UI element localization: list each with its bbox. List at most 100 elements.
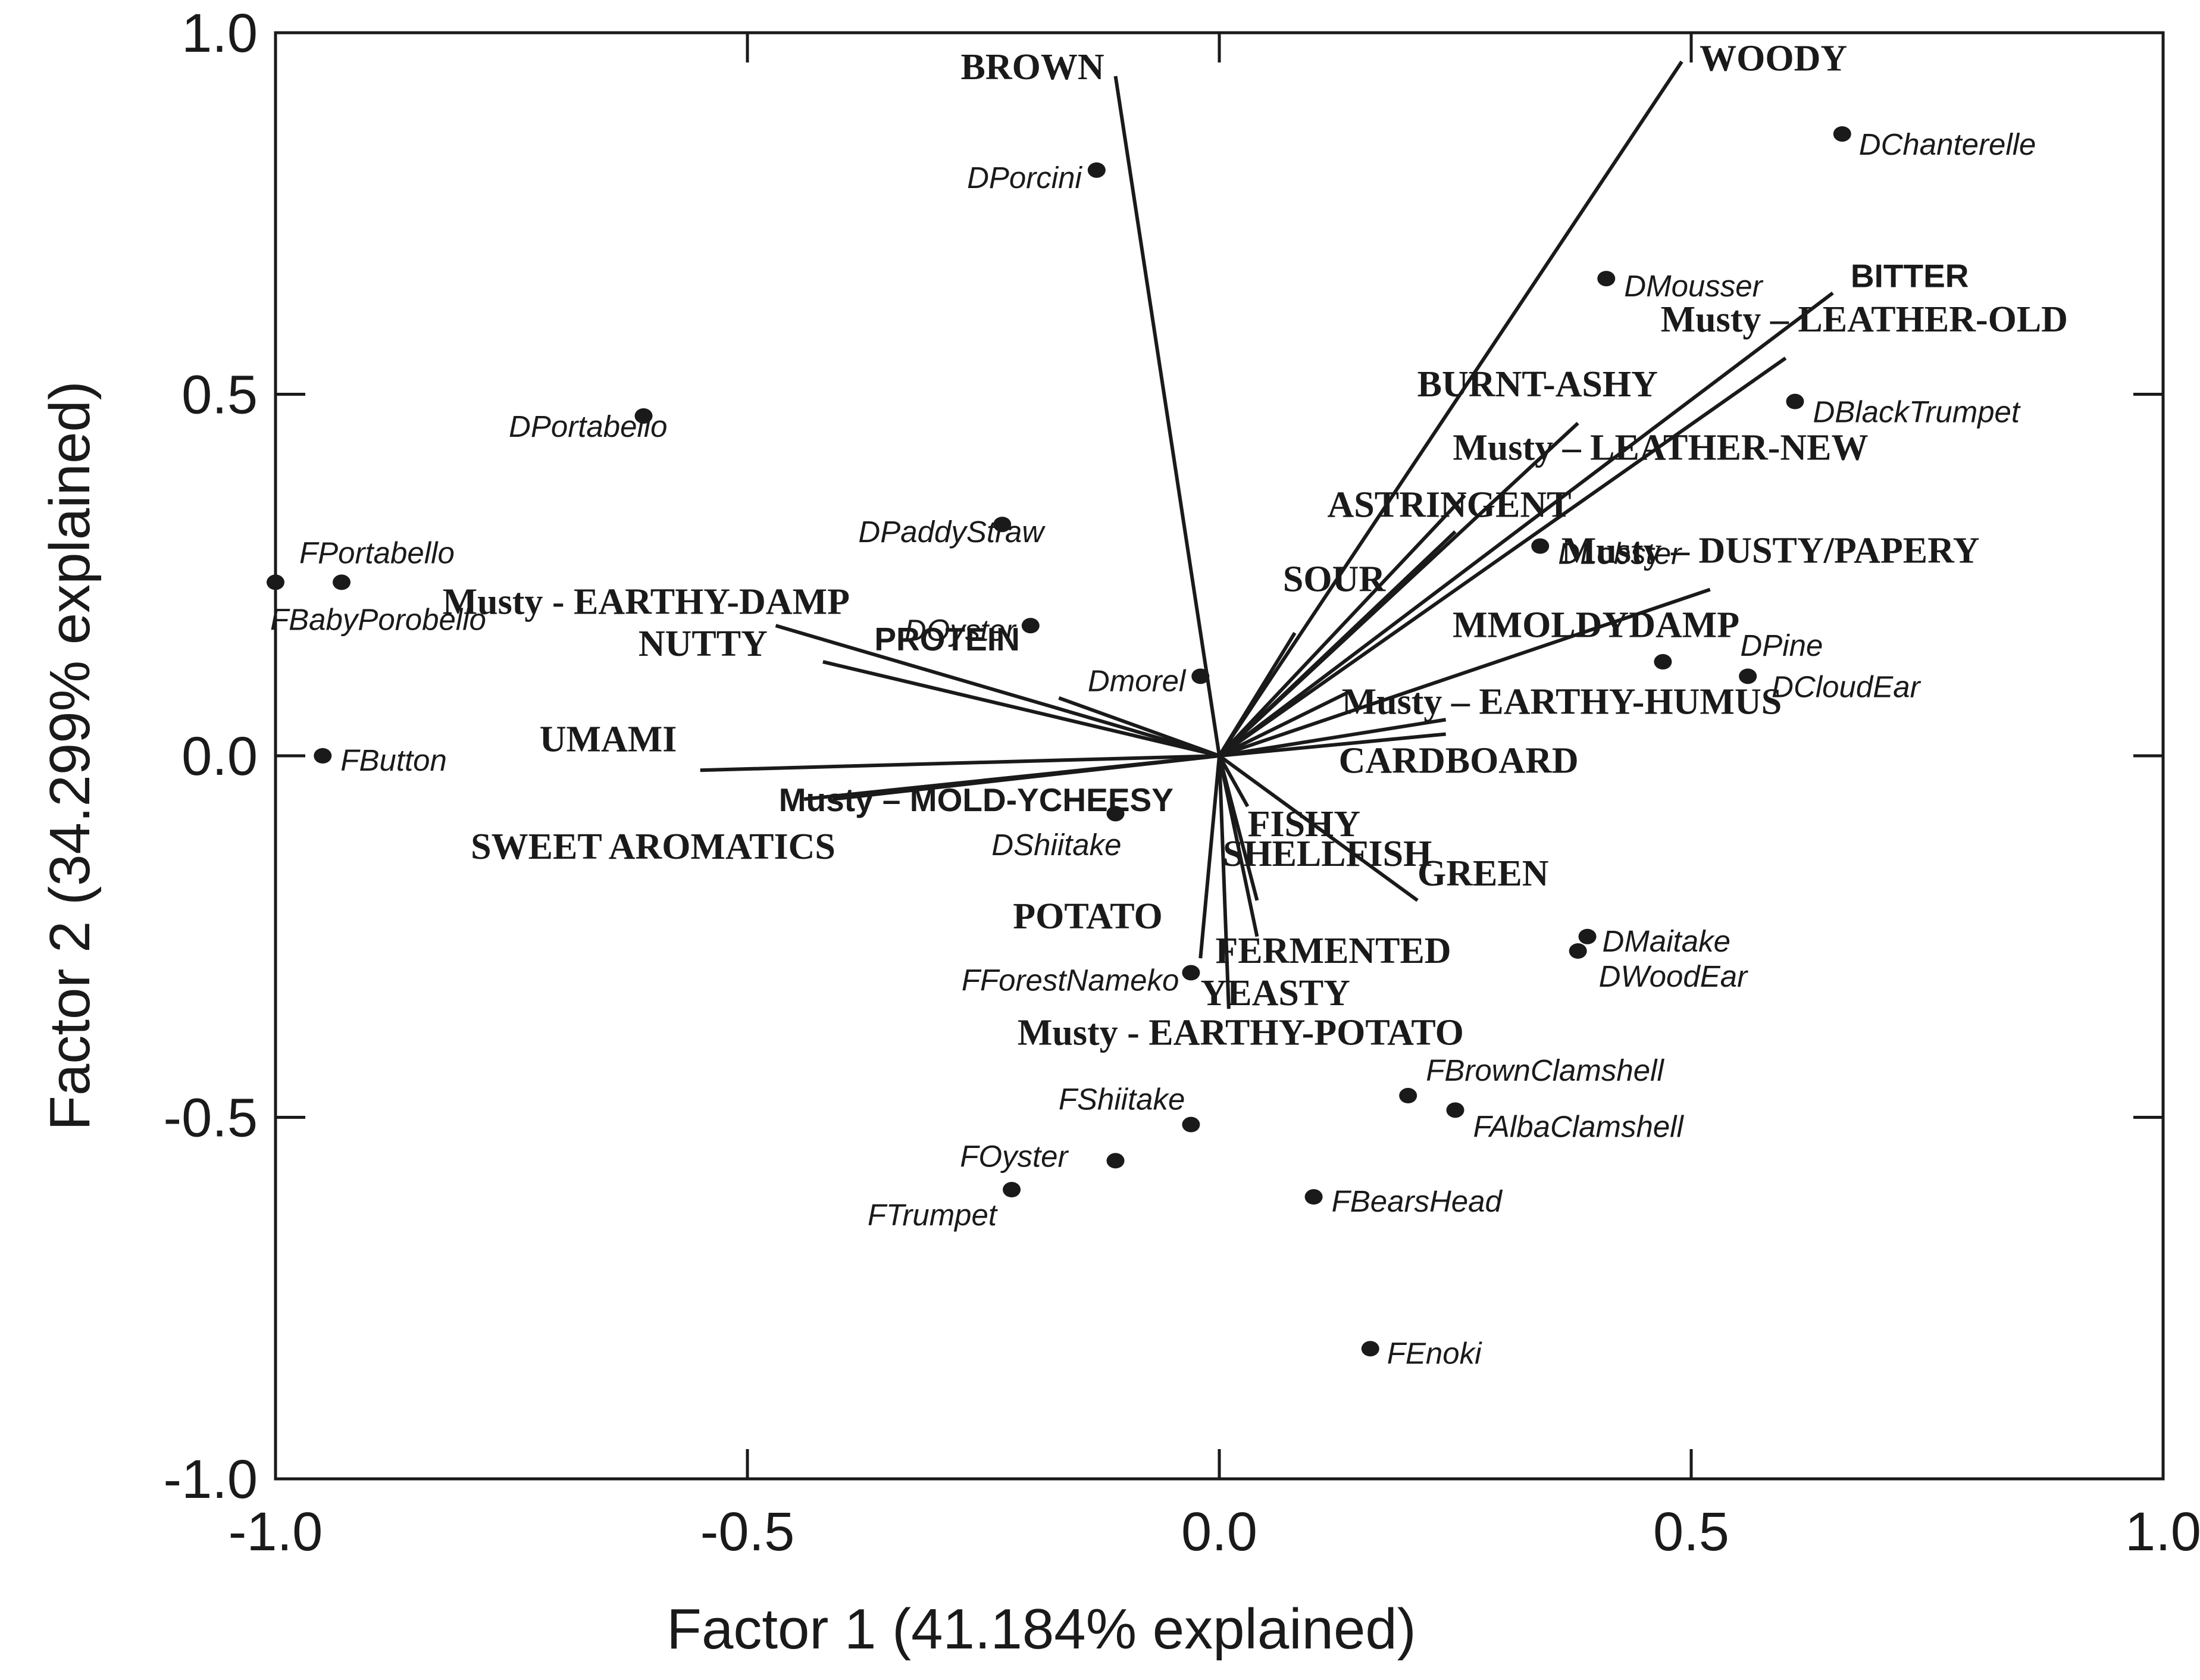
point-label-dporcini: DPorcini xyxy=(967,161,1082,195)
point-label-fshiitake: FShiitake xyxy=(1059,1083,1185,1116)
vector-line-fishy xyxy=(1218,755,1250,808)
vector-label-musty-earthy-humus: Musty – EARTHY-HUMUS xyxy=(1342,681,1782,722)
vector-line-nutty xyxy=(822,660,1220,758)
vector-line-musty-leather-new xyxy=(1218,494,1466,758)
vector-line-musty-earthy-potato xyxy=(1218,755,1231,1009)
vector-line-sweet-aromatics xyxy=(803,754,1220,801)
vector-line-brown xyxy=(1113,76,1221,756)
axis-ticks: -1.0 -0.5 0.0 0.5 1.0 1.0 0.5 0.0 -0.5 -1.0 xyxy=(163,3,2200,1562)
point-dpaddystraw xyxy=(993,517,1012,533)
point-label-fportabello: FPortabello xyxy=(299,536,455,570)
vector-label-potato: POTATO xyxy=(1013,896,1162,937)
y-tick-label: 0.0 xyxy=(181,726,258,787)
point-dmaitake xyxy=(1578,928,1597,944)
point-fforestnameko xyxy=(1182,965,1200,981)
x-axis-label: Factor 1 (41.184% explained) xyxy=(666,1597,1416,1661)
x-tick-label: -1.0 xyxy=(229,1501,323,1562)
point-foyster xyxy=(1106,1153,1125,1169)
point-fbutton xyxy=(314,748,332,764)
point-ftrumpet xyxy=(1003,1182,1021,1197)
x-tick-label: 0.5 xyxy=(1653,1501,1729,1562)
point-label-dchanterelle: DChanterelle xyxy=(1859,127,2036,161)
vector-line-yeasty xyxy=(1218,755,1259,937)
point-label-dshiitake: DShiitake xyxy=(991,828,1121,862)
vector-line-protein xyxy=(1058,696,1221,758)
vector-label-nutty: NUTTY xyxy=(639,624,768,664)
loading-vectors: BROWN WOODY BITTER Musty – LEATHER-OLDBURNT… xyxy=(443,39,2068,1053)
point-dblacktrumpet xyxy=(1786,393,1804,409)
point-falbaclamshell xyxy=(1446,1102,1464,1118)
score-points: DChanterelle DPorcini DMousser DBlackTrumpe… xyxy=(267,126,2036,1370)
vector-line-mmoldydamp xyxy=(1218,689,1353,758)
vector-label-fishy: FISHY xyxy=(1248,804,1360,844)
point-label-fbrownclamshell: FBrownClamshell xyxy=(1426,1053,1664,1087)
x-tick-label: 1.0 xyxy=(2125,1501,2200,1562)
point-label-dblacktrumpet: DBlackTrumpet xyxy=(1813,395,2020,429)
point-dlobster xyxy=(1531,538,1550,554)
vector-label-sweet-aromatics: SWEET AROMATICS xyxy=(471,827,835,867)
point-dportabello xyxy=(634,408,653,424)
point-label-fbearshead: FBearsHead xyxy=(1332,1184,1503,1218)
point-doyster xyxy=(1021,618,1040,634)
vector-label-brown: BROWN xyxy=(961,47,1104,87)
y-tick-label: -0.5 xyxy=(163,1088,258,1149)
vector-label-musty-leather-new: Musty – LEATHER-NEW xyxy=(1453,428,1868,468)
vector-line-woody xyxy=(1218,60,1683,757)
point-dpine xyxy=(1654,654,1672,670)
point-label-ftrumpet: FTrumpet xyxy=(868,1198,998,1232)
vector-label-shellfish: SHELLFISH xyxy=(1223,834,1432,874)
point-dcloudear xyxy=(1739,668,1757,684)
vector-label-musty-earthy-potato: Musty - EARTHY-POTATO xyxy=(1018,1012,1464,1053)
point-label-falbaclamshell: FAlbaClamshell xyxy=(1473,1109,1685,1143)
point-label-fforestnameko: FForestNameko xyxy=(962,963,1179,997)
point-fbabyporobello xyxy=(333,574,351,590)
vector-label-yeasty: YEASTY xyxy=(1200,973,1350,1013)
y-tick-label: 1.0 xyxy=(181,3,258,64)
point-fenoki xyxy=(1361,1341,1379,1357)
vector-line-sour xyxy=(1218,631,1297,757)
vector-label-green: GREEN xyxy=(1417,853,1548,894)
vector-line-bitter xyxy=(1218,292,1834,758)
point-dchanterelle xyxy=(1833,126,1851,142)
point-label-fbutton: FButton xyxy=(340,743,447,777)
point-dwoodear xyxy=(1569,943,1587,959)
point-dmorel xyxy=(1191,668,1210,684)
vector-label-protein: PROTEIN xyxy=(874,621,1019,658)
vector-line-cardboard xyxy=(1219,732,1446,758)
point-fbearshead xyxy=(1304,1189,1323,1205)
y-axis-label: Factor 2 (34.299% explained) xyxy=(38,381,102,1130)
vector-line-musty-earthy-damp xyxy=(775,624,1220,758)
vector-label-burnt-ashy: BURNT-ASHY xyxy=(1417,364,1658,405)
point-fshiitake xyxy=(1182,1116,1200,1132)
point-label-dlobster: DLobster xyxy=(1558,537,1682,571)
point-fbrownclamshell xyxy=(1399,1088,1417,1104)
vector-label-cardboard: CARDBOARD xyxy=(1339,741,1579,781)
point-fportabello xyxy=(267,574,284,590)
vector-line-umami xyxy=(700,754,1220,772)
y-tick-label: 0.5 xyxy=(181,365,258,426)
point-label-dpine: DPine xyxy=(1740,628,1823,662)
point-label-dwoodear: DWoodEar xyxy=(1599,959,1748,993)
point-dshiitake xyxy=(1106,806,1125,822)
point-label-doyster: DOyster xyxy=(905,613,1017,647)
vector-label-musty-dusty-papery: Musty – DUSTY/PAPERY xyxy=(1561,531,1980,571)
vector-label-sour: SOUR xyxy=(1283,559,1386,599)
point-label-dportabello: DPortabello xyxy=(509,409,667,443)
vector-line-musty-earthy-humus xyxy=(1219,718,1447,758)
vector-label-mmoldydamp: MMOLDYDAMP xyxy=(1453,605,1739,646)
point-dmousser xyxy=(1597,271,1616,287)
vector-label-musty-leather-old: Musty – LEATHER-OLD xyxy=(1661,299,2068,340)
point-dporcini xyxy=(1087,162,1106,178)
vector-label-astringent: ASTRINGENT xyxy=(1328,484,1572,525)
vector-label-musty-earthy-damp: Musty - EARTHY-DAMP xyxy=(443,581,850,622)
vector-label-bitter: BITTER xyxy=(1851,257,1969,294)
vector-line-musty-leather-old xyxy=(1218,356,1787,758)
vector-line-potato xyxy=(1198,755,1221,959)
point-label-dmaitake: DMaitake xyxy=(1603,924,1730,958)
vector-label-fermented: FERMENTED xyxy=(1215,931,1451,971)
point-label-fbabyporobello: FBabyPorobello xyxy=(270,602,486,636)
vector-label-woody: WOODY xyxy=(1700,39,1847,79)
point-label-dmorel: Dmorel xyxy=(1088,664,1187,697)
point-label-foyster: FOyster xyxy=(960,1139,1069,1173)
